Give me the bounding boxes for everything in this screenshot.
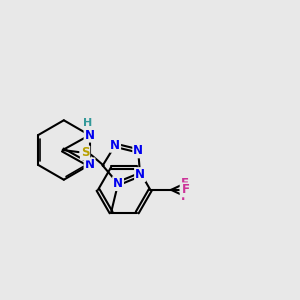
Text: N: N	[85, 158, 94, 171]
Text: F: F	[181, 177, 189, 190]
Text: F: F	[182, 183, 190, 196]
Text: N: N	[113, 177, 123, 190]
Text: S: S	[81, 146, 89, 160]
Text: N: N	[135, 168, 145, 181]
Text: H: H	[83, 118, 93, 128]
Text: N: N	[85, 129, 94, 142]
Text: N: N	[110, 139, 120, 152]
Text: F: F	[181, 190, 189, 202]
Text: N: N	[133, 144, 143, 158]
